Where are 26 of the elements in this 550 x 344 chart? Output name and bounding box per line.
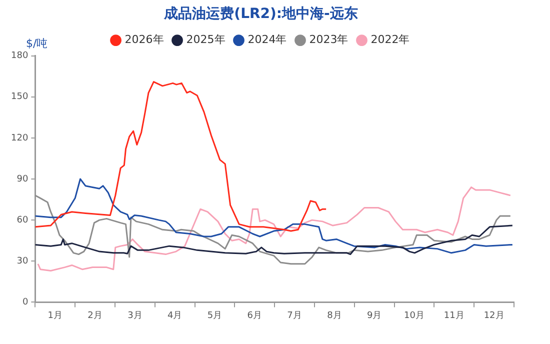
x-tick-label: 5月 — [207, 310, 222, 321]
x-tick-label: 7月 — [287, 310, 302, 321]
y-tick-label: 150 — [10, 92, 28, 102]
legend-label: 2025年 — [186, 33, 226, 46]
x-tick-label: 4月 — [167, 310, 182, 321]
x-tick-label: 2月 — [88, 310, 102, 321]
y-tick-label: 30 — [16, 256, 28, 266]
x-tick-label: 1月 — [48, 310, 62, 321]
y-tick-label: 180 — [10, 51, 28, 62]
chart-title: 成品油运费(LR2):地中海-远东 — [163, 5, 358, 22]
legend-label: 2024年 — [248, 33, 287, 46]
legend-label: 2023年 — [309, 33, 348, 46]
x-tick-label: 12月 — [484, 310, 504, 321]
legend-label: 2026年 — [124, 33, 164, 46]
y-tick-label: 120 — [10, 133, 28, 144]
x-tick-label: 11月 — [444, 310, 464, 321]
x-tick-label: 6月 — [247, 310, 262, 321]
y-tick-label: 0 — [22, 298, 28, 308]
y-tick-label: 90 — [16, 174, 28, 184]
x-tick-label: 3月 — [128, 310, 142, 321]
x-tick-label: 10月 — [404, 310, 424, 321]
legend-label: 2022年 — [370, 33, 410, 46]
y-tick-label: 60 — [16, 215, 28, 226]
x-tick-label: 9月 — [366, 310, 382, 321]
y-axis-title: $/吨 — [26, 36, 48, 51]
x-tick-label: 8月 — [327, 310, 342, 321]
